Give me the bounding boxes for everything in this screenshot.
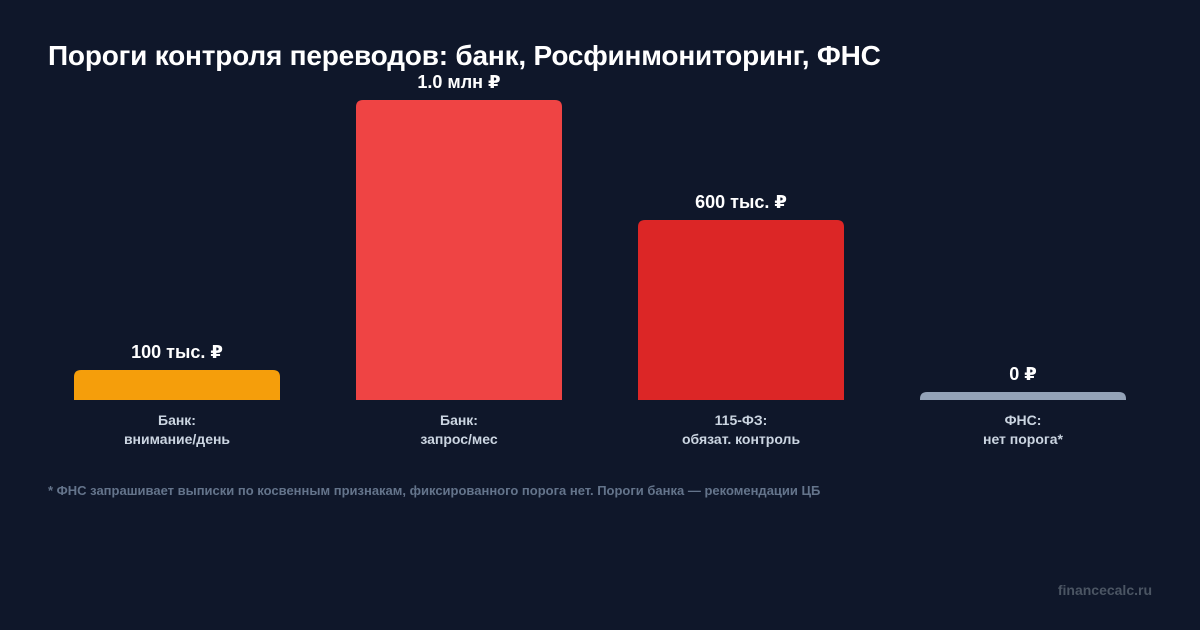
bar-4 bbox=[920, 392, 1126, 400]
category-label-1-line-2: внимание/день bbox=[124, 431, 230, 447]
watermark: financecalc.ru bbox=[1057, 582, 1152, 598]
category-label-1-line-1: Банк: bbox=[158, 412, 196, 428]
category-label-2-line-1: Банк: bbox=[440, 412, 478, 428]
footnote: * ФНС запрашивает выписки по косвенным п… bbox=[48, 483, 821, 498]
value-label-2: 1.0 млн ₽ bbox=[417, 72, 500, 92]
bar-1 bbox=[74, 370, 280, 400]
value-label-4: 0 ₽ bbox=[1009, 364, 1037, 384]
category-label-3-line-2: обязат. контроль bbox=[682, 431, 800, 447]
bar-2 bbox=[356, 100, 562, 400]
value-label-1: 100 тыс. ₽ bbox=[131, 342, 223, 362]
value-label-3: 600 тыс. ₽ bbox=[695, 192, 787, 212]
category-label-4-line-1: ФНС: bbox=[1005, 412, 1042, 428]
category-label-2-line-2: запрос/мес bbox=[420, 431, 498, 447]
bar-3 bbox=[638, 220, 844, 400]
chart-title: Пороги контроля переводов: банк, Росфинм… bbox=[48, 40, 881, 71]
category-label-3-line-1: 115-ФЗ: bbox=[715, 412, 768, 428]
category-label-4-line-2: нет порога* bbox=[983, 431, 1064, 447]
